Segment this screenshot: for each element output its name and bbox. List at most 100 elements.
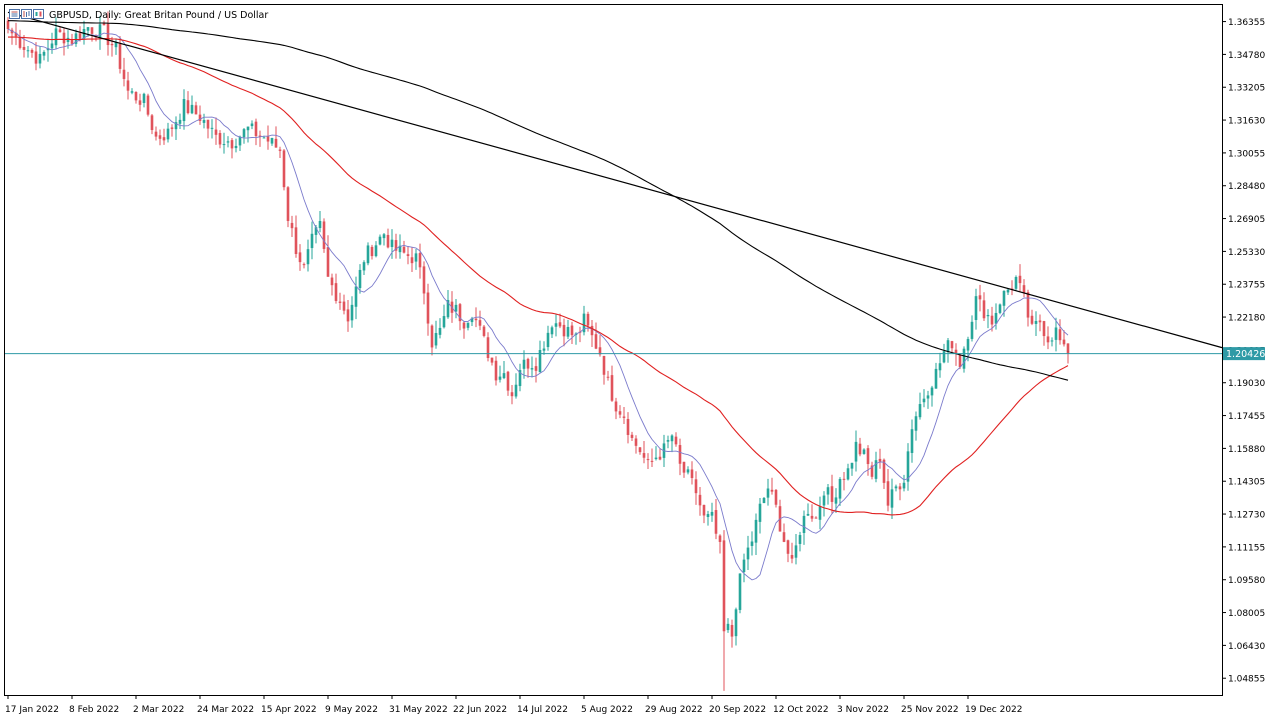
candle — [718, 534, 722, 554]
candle — [414, 248, 418, 270]
candle — [6, 17, 10, 34]
candle — [382, 233, 386, 246]
candle — [602, 355, 606, 385]
candle — [954, 343, 958, 366]
y-tick-label: 1.26905 — [1228, 215, 1265, 225]
candle — [58, 26, 62, 33]
candle — [126, 71, 130, 100]
candle — [894, 484, 898, 492]
y-tick-label: 1.23755 — [1228, 281, 1265, 291]
bar-chart-icon[interactable] — [21, 9, 32, 19]
y-tick: 1.15880 — [1222, 445, 1265, 455]
candle — [166, 122, 170, 143]
candle — [730, 619, 734, 648]
y-tick-label: 1.14305 — [1228, 478, 1265, 488]
candle — [338, 292, 342, 310]
candle — [854, 430, 858, 472]
candle — [26, 46, 30, 58]
candle — [1006, 288, 1010, 295]
y-tick-label: 1.22180 — [1228, 314, 1265, 324]
candle — [118, 36, 122, 74]
candle — [410, 247, 414, 273]
y-tick-label: 1.28480 — [1228, 182, 1265, 192]
candle — [222, 132, 226, 154]
candle — [590, 320, 594, 347]
x-tick-label: 2 Mar 2022 — [133, 705, 184, 715]
candle — [630, 431, 634, 442]
x-tick: 3 Nov 2022 — [837, 695, 889, 715]
ma-50-line[interactable] — [8, 36, 1069, 516]
candle — [922, 389, 926, 408]
trend-line[interactable] — [7, 11, 1223, 349]
candle — [678, 438, 682, 476]
candle — [606, 370, 610, 381]
candle — [886, 468, 890, 512]
chart-menu-icon[interactable] — [9, 9, 20, 19]
x-tick: 25 Nov 2022 — [901, 695, 959, 715]
candle — [598, 335, 602, 357]
chart-header: GBPUSD, Daily: Great Britan Pound / US D… — [9, 9, 268, 21]
candle — [762, 497, 766, 504]
candle — [154, 126, 158, 141]
candle — [174, 116, 178, 141]
candle — [202, 113, 206, 129]
candle — [746, 535, 750, 570]
candle — [1014, 275, 1018, 292]
candle — [566, 319, 570, 339]
candle — [686, 466, 690, 475]
candle — [846, 463, 850, 481]
candle — [334, 273, 338, 304]
candle — [206, 119, 210, 139]
candle — [850, 462, 854, 476]
candle — [914, 411, 918, 441]
candle — [210, 119, 214, 139]
candlestick-icon[interactable] — [33, 9, 44, 19]
candle — [798, 531, 802, 552]
candle — [918, 392, 922, 420]
y-tick: 1.34780 — [1222, 51, 1265, 61]
candle — [750, 531, 754, 556]
candle — [522, 350, 526, 379]
candle — [674, 432, 678, 447]
moving-averages-layer — [7, 20, 1069, 581]
y-tick-label: 1.08005 — [1228, 609, 1265, 619]
candle — [742, 553, 746, 583]
candle — [258, 130, 262, 147]
candle — [326, 235, 330, 277]
candle — [698, 487, 702, 516]
y-tick-label: 1.11155 — [1228, 543, 1265, 553]
y-tick: 1.30055 — [1222, 149, 1265, 159]
x-axis: 17 Jan 2022 8 Feb 2022 2 Mar 2022 24 Mar 20… — [5, 695, 1023, 715]
y-tick-label: 1.36355 — [1228, 18, 1265, 28]
candle — [998, 303, 1002, 315]
candle — [822, 491, 826, 517]
candle — [30, 48, 34, 58]
candle — [910, 419, 914, 463]
candle — [246, 126, 250, 143]
y-tick-label: 1.15880 — [1228, 445, 1265, 455]
candle — [162, 128, 166, 145]
candle — [14, 22, 18, 46]
x-tick: 22 Jun 2022 — [453, 695, 507, 715]
y-tick-label: 1.34780 — [1228, 51, 1265, 61]
y-tick-label: 1.19030 — [1228, 379, 1265, 389]
x-tick: 17 Jan 2022 — [5, 695, 59, 715]
ma-10-line[interactable] — [7, 28, 1069, 581]
candle — [1018, 264, 1022, 292]
candle — [182, 89, 186, 130]
y-tick-label: 1.17455 — [1228, 412, 1265, 422]
x-tick: 31 May 2022 — [389, 695, 448, 715]
x-tick: 8 Feb 2022 — [69, 695, 119, 715]
candle — [946, 337, 950, 363]
candle — [438, 318, 442, 339]
ma-200-line[interactable] — [8, 20, 1069, 381]
candle — [278, 146, 282, 158]
x-tick: 9 May 2022 — [325, 695, 378, 715]
candle — [330, 273, 334, 296]
candle — [198, 105, 202, 125]
candle — [254, 118, 258, 146]
candle — [122, 57, 126, 87]
candle — [1034, 311, 1038, 337]
